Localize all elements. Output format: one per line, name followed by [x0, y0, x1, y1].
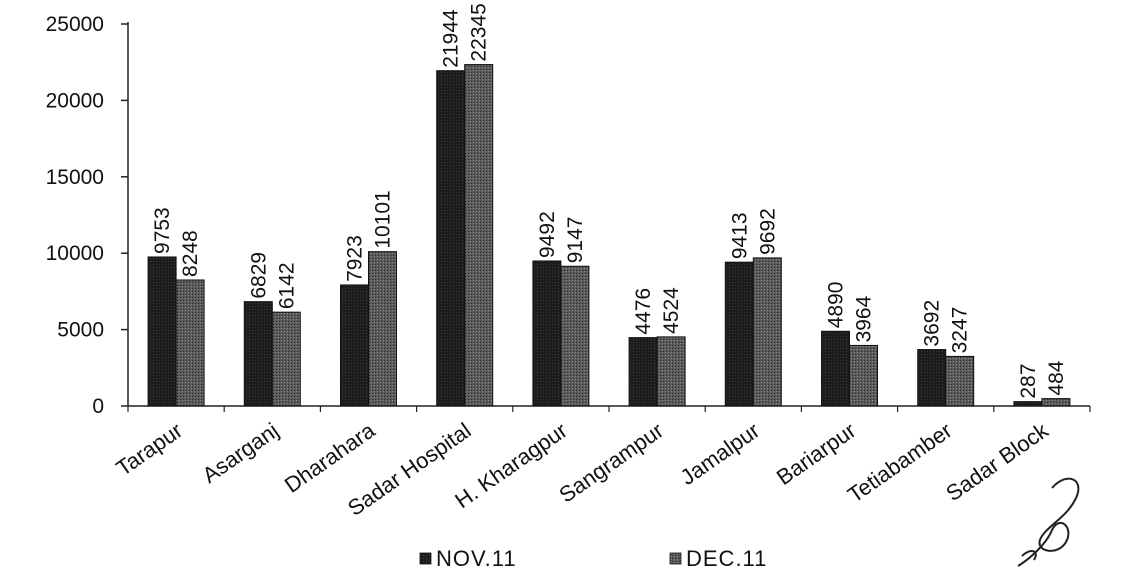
data-label: 4476	[632, 288, 655, 335]
bar	[945, 355, 975, 407]
data-label: 8248	[179, 230, 202, 277]
y-tick-label: 5000	[57, 319, 104, 342]
data-label: 484	[1045, 360, 1068, 395]
data-label: 6829	[247, 252, 270, 299]
signature-mark	[1017, 477, 1080, 567]
bar	[147, 256, 177, 407]
x-category-label: Sangrampur	[554, 418, 668, 508]
x-category-label: Asarganj	[198, 418, 283, 488]
bar	[464, 64, 494, 407]
legend: NOV.11 DEC.11	[419, 546, 767, 571]
legend-swatch	[669, 552, 682, 565]
bar	[1041, 398, 1071, 407]
bar	[724, 261, 754, 407]
data-label: 7923	[344, 235, 367, 282]
legend-label: NOV.11	[436, 546, 517, 571]
x-category-label: Sadar Block	[941, 417, 1053, 506]
bar	[532, 260, 562, 407]
x-category-label: Tarapur	[112, 418, 187, 481]
data-label: 3247	[949, 307, 972, 354]
y-axis: 0 5000 10000 15000 20000 25000	[46, 13, 129, 418]
data-label: 4890	[825, 282, 848, 329]
data-label: 22345	[468, 3, 491, 61]
bar	[917, 349, 947, 407]
data-label: 3692	[921, 300, 944, 347]
x-category-label: Bariarpur	[772, 418, 860, 490]
data-label: 6142	[275, 262, 298, 309]
bar	[849, 344, 878, 407]
data-label: 287	[1017, 364, 1040, 399]
bar	[436, 70, 466, 407]
bar	[340, 284, 369, 407]
x-category-label: Jamalpur	[676, 418, 764, 490]
bar	[656, 336, 686, 407]
bar	[821, 330, 850, 407]
data-label: 9753	[151, 207, 174, 254]
data-label: 9492	[536, 211, 559, 258]
y-tick-label: 20000	[46, 89, 104, 112]
x-category-label: Tetiabamber	[843, 418, 957, 508]
bar	[752, 257, 782, 407]
data-label: 4524	[660, 287, 683, 334]
bar	[1013, 401, 1043, 407]
bar	[271, 311, 301, 407]
bar	[243, 301, 273, 407]
legend-label: DEC.11	[686, 546, 767, 571]
y-tick-label: 15000	[46, 166, 104, 189]
bar	[175, 279, 205, 407]
bar	[628, 337, 658, 407]
legend-swatch	[419, 552, 432, 565]
data-label: 10101	[372, 190, 395, 248]
y-tick-label: 0	[92, 395, 104, 418]
data-label: 3964	[853, 295, 876, 342]
data-label: 21944	[440, 9, 463, 68]
bar	[560, 265, 590, 407]
data-label: 9692	[756, 208, 779, 255]
bar	[368, 251, 397, 407]
y-tick-label: 10000	[46, 242, 104, 265]
y-tick-label: 25000	[46, 13, 104, 36]
data-label: 9147	[564, 217, 587, 264]
data-label: 9413	[728, 212, 751, 259]
